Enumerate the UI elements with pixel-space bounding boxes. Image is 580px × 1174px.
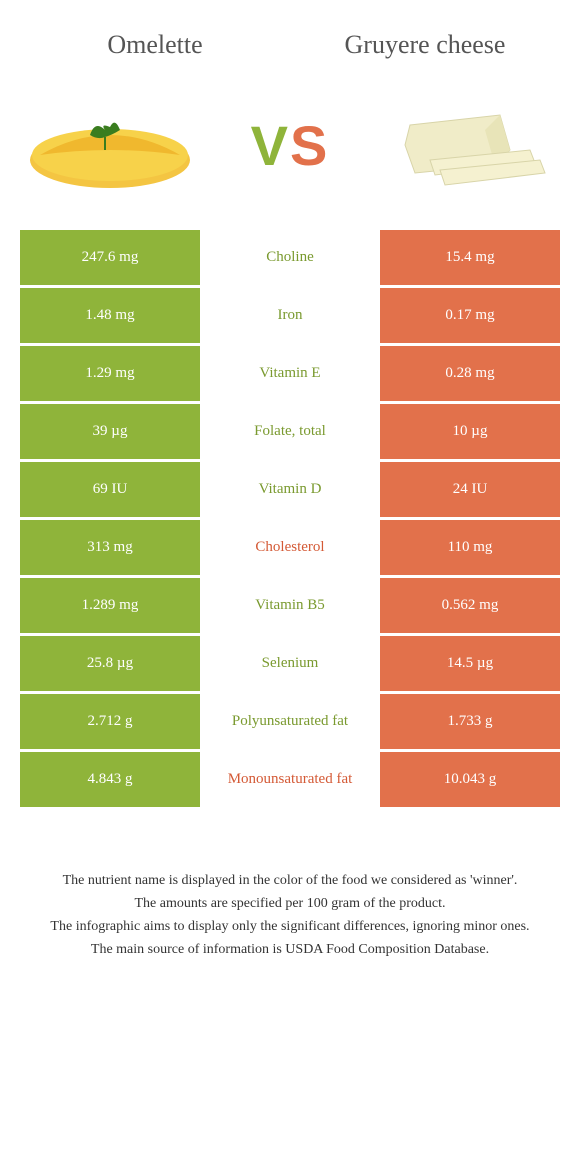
omelette-image (20, 90, 200, 200)
table-row: 313 mgCholesterol110 mg (20, 520, 560, 578)
food-right-title: Gruyere cheese (304, 30, 547, 60)
nutrient-name: Vitamin E (200, 346, 380, 404)
right-value: 10 µg (380, 404, 560, 462)
footer-line-3: The infographic aims to display only the… (30, 916, 550, 937)
table-row: 2.712 gPolyunsaturated fat1.733 g (20, 694, 560, 752)
right-value: 1.733 g (380, 694, 560, 752)
table-row: 25.8 µgSelenium14.5 µg (20, 636, 560, 694)
footer-notes: The nutrient name is displayed in the co… (0, 850, 580, 982)
left-value: 1.289 mg (20, 578, 200, 636)
right-value: 0.562 mg (380, 578, 560, 636)
nutrient-name: Monounsaturated fat (200, 752, 380, 810)
left-value: 247.6 mg (20, 230, 200, 288)
right-value: 0.28 mg (380, 346, 560, 404)
cheese-image (380, 90, 560, 200)
left-value: 1.48 mg (20, 288, 200, 346)
left-value: 1.29 mg (20, 346, 200, 404)
table-row: 1.48 mgIron0.17 mg (20, 288, 560, 346)
left-value: 69 IU (20, 462, 200, 520)
images-row: VS (0, 80, 580, 230)
left-value: 4.843 g (20, 752, 200, 810)
left-value: 25.8 µg (20, 636, 200, 694)
table-row: 39 µgFolate, total10 µg (20, 404, 560, 462)
food-left-title: Omelette (34, 30, 277, 60)
left-value: 2.712 g (20, 694, 200, 752)
nutrient-name: Cholesterol (200, 520, 380, 578)
footer-line-1: The nutrient name is displayed in the co… (30, 870, 550, 891)
nutrient-table: 247.6 mgCholine15.4 mg1.48 mgIron0.17 mg… (20, 230, 560, 810)
table-row: 1.29 mgVitamin E0.28 mg (20, 346, 560, 404)
nutrient-name: Folate, total (200, 404, 380, 462)
comparison-infographic: Omelette Gruyere cheese VS 247.6 mgCho (0, 0, 580, 982)
vs-v: V (251, 114, 290, 177)
right-value: 110 mg (380, 520, 560, 578)
right-value: 10.043 g (380, 752, 560, 810)
table-row: 4.843 gMonounsaturated fat10.043 g (20, 752, 560, 810)
nutrient-name: Selenium (200, 636, 380, 694)
right-value: 0.17 mg (380, 288, 560, 346)
table-row: 247.6 mgCholine15.4 mg (20, 230, 560, 288)
nutrient-name: Polyunsaturated fat (200, 694, 380, 752)
nutrient-name: Vitamin D (200, 462, 380, 520)
vs-label: VS (251, 113, 330, 178)
right-value: 15.4 mg (380, 230, 560, 288)
nutrient-name: Iron (200, 288, 380, 346)
table-row: 1.289 mgVitamin B50.562 mg (20, 578, 560, 636)
left-value: 39 µg (20, 404, 200, 462)
footer-line-4: The main source of information is USDA F… (30, 939, 550, 960)
nutrient-name: Choline (200, 230, 380, 288)
table-row: 69 IUVitamin D24 IU (20, 462, 560, 520)
vs-s: S (290, 114, 329, 177)
right-value: 24 IU (380, 462, 560, 520)
right-value: 14.5 µg (380, 636, 560, 694)
left-value: 313 mg (20, 520, 200, 578)
titles-row: Omelette Gruyere cheese (0, 0, 580, 80)
footer-line-2: The amounts are specified per 100 gram o… (30, 893, 550, 914)
nutrient-name: Vitamin B5 (200, 578, 380, 636)
